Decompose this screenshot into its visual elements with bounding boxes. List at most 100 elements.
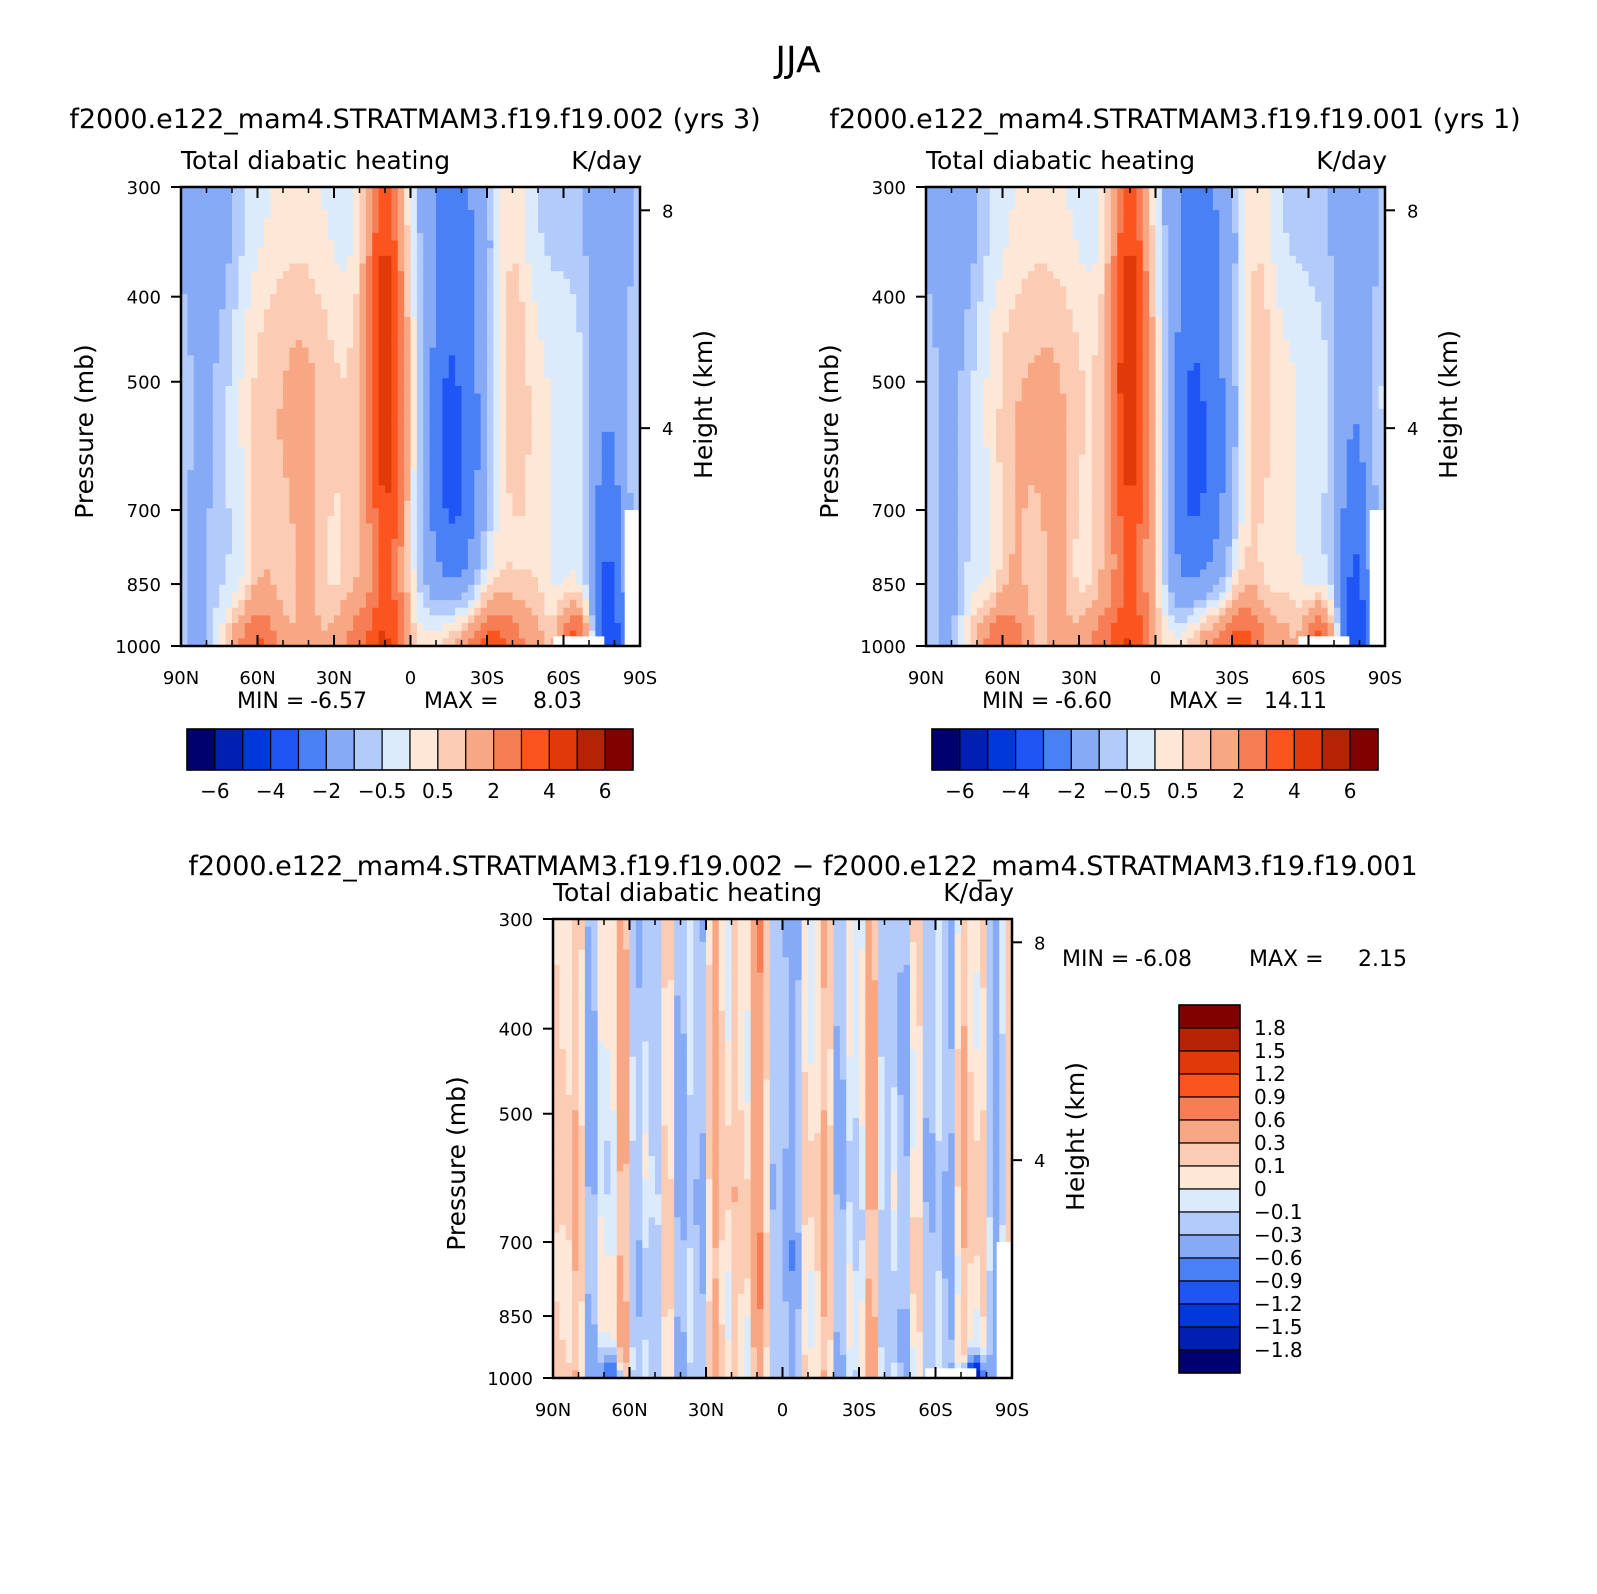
heatmap-cell xyxy=(557,554,565,563)
heatmap-cell xyxy=(614,248,622,257)
heatmap-cell xyxy=(461,187,469,196)
heatmap-cell xyxy=(518,493,526,502)
heatmap-cell xyxy=(181,209,188,219)
heatmap-cell xyxy=(206,493,214,502)
heatmap-cell xyxy=(353,255,361,265)
heatmap-cell xyxy=(538,569,545,578)
heatmap-cell xyxy=(193,584,201,594)
heatmap-cell xyxy=(397,531,405,540)
heatmap-cell xyxy=(531,493,539,502)
heatmap-cell xyxy=(436,439,443,448)
heatmap-cell xyxy=(404,546,412,555)
heatmap-cell xyxy=(1225,217,1233,226)
heatmap-cell xyxy=(550,217,558,226)
heatmap-cell xyxy=(512,225,520,234)
heatmap-cell xyxy=(525,500,533,509)
heatmap-cell xyxy=(595,393,603,402)
heatmap-cell xyxy=(569,309,577,318)
heatmap-cell xyxy=(359,332,367,341)
heatmap-cell xyxy=(557,546,565,555)
heatmap-cell xyxy=(493,194,501,203)
heatmap-cell xyxy=(1123,232,1131,242)
heatmap-cell xyxy=(493,255,501,265)
heatmap-cell xyxy=(1302,225,1310,234)
heatmap-cell xyxy=(212,623,220,632)
heatmap-cell xyxy=(1161,232,1169,242)
heatmap-cell xyxy=(487,255,494,265)
heatmap-cell xyxy=(499,569,507,578)
heatmap-cell xyxy=(244,454,252,463)
heatmap-cell xyxy=(391,378,399,387)
heatmap-cell xyxy=(589,355,596,364)
heatmap-cell xyxy=(531,416,539,425)
heatmap-cell xyxy=(569,209,577,219)
heatmap-cell xyxy=(289,447,297,456)
heatmap-cell xyxy=(531,294,539,303)
y-tick-label: 500 xyxy=(127,373,161,394)
heatmap-cell xyxy=(416,225,424,234)
heatmap-cell xyxy=(620,600,628,609)
heatmap-cell xyxy=(257,309,265,318)
heatmap-cell xyxy=(270,187,278,196)
heatmap-cell xyxy=(957,225,965,234)
heatmap-cell xyxy=(225,286,233,295)
heatmap-cell xyxy=(219,493,227,502)
heatmap-cell xyxy=(346,240,354,249)
heatmap-cell xyxy=(327,615,335,624)
heatmap-cell xyxy=(461,531,469,540)
heatmap-cell xyxy=(378,401,386,410)
heatmap-cell xyxy=(589,531,596,540)
heatmap-cell xyxy=(506,431,514,441)
heatmap-cell xyxy=(480,301,488,310)
heatmap-cell xyxy=(461,408,469,418)
heatmap-cell xyxy=(257,554,265,563)
heatmap-cell xyxy=(212,385,220,395)
heatmap-cell xyxy=(550,477,558,486)
heatmap-cell xyxy=(620,187,628,196)
heatmap-cell xyxy=(608,309,616,318)
heatmap-cell xyxy=(314,393,322,402)
heatmap-cell xyxy=(1378,209,1386,219)
heatmap-cell xyxy=(359,584,367,594)
heatmap-cell xyxy=(193,470,201,479)
heatmap-cell xyxy=(1353,225,1361,234)
heatmap-cell xyxy=(589,454,596,463)
heatmap-cell xyxy=(455,240,463,249)
heatmap-cell xyxy=(1040,240,1048,249)
heatmap-cell xyxy=(595,623,603,632)
heatmap-cell xyxy=(569,255,577,265)
heatmap-cell xyxy=(270,378,278,387)
heatmap-cell xyxy=(238,431,246,441)
heatmap-cell xyxy=(614,378,622,387)
heatmap-cell xyxy=(448,378,456,387)
heatmap-cell xyxy=(512,607,520,616)
heatmap-cell xyxy=(569,485,577,494)
heatmap-cell xyxy=(410,393,418,402)
heatmap-cell xyxy=(270,424,278,433)
heatmap-cell xyxy=(416,278,424,288)
heatmap-cell xyxy=(620,370,628,379)
heatmap-cell xyxy=(244,462,252,471)
heatmap-cell xyxy=(1136,240,1144,249)
heatmap-cell xyxy=(365,515,373,525)
heatmap-cell xyxy=(372,577,380,586)
heatmap-cell xyxy=(327,569,335,578)
heatmap-cell xyxy=(244,416,252,425)
heatmap-cell xyxy=(397,454,405,463)
heatmap-cell xyxy=(1359,187,1367,196)
heatmap-cell xyxy=(232,561,239,571)
heatmap-cell xyxy=(480,477,488,486)
heatmap-cell xyxy=(531,470,539,479)
heatmap-cell xyxy=(442,538,450,548)
heatmap-cell xyxy=(474,569,482,578)
heatmap-cell xyxy=(391,286,399,295)
heatmap-cell xyxy=(359,278,367,288)
heatmap-cell xyxy=(480,523,488,532)
heatmap-cell xyxy=(423,187,431,196)
heatmap-cell xyxy=(193,531,201,540)
heatmap-cell xyxy=(334,508,341,517)
heatmap-cell xyxy=(480,286,488,295)
heatmap-cell xyxy=(633,485,641,494)
heatmap-cell xyxy=(448,607,456,616)
heatmap-cell xyxy=(257,623,265,632)
